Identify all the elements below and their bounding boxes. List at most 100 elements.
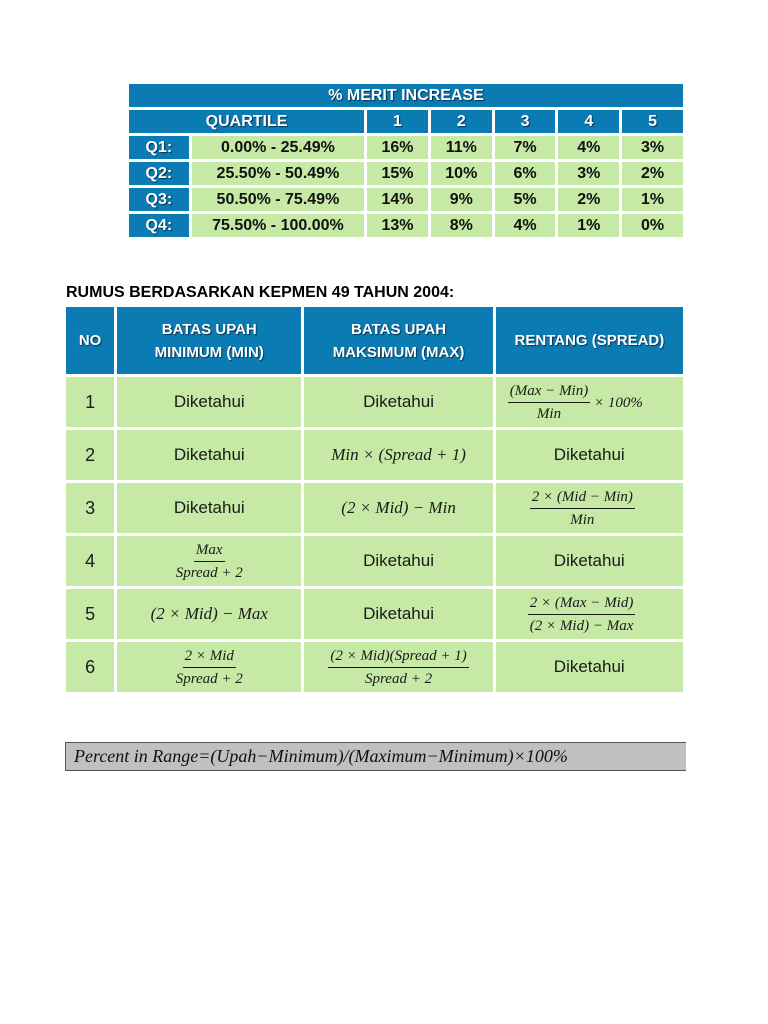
header-max: BATAS UPAH MAKSIMUM (MAX) [304, 307, 493, 374]
table-row: 4 Max Spread + 2 Diketahui Diketahui [66, 536, 683, 586]
row-number: 6 [66, 642, 115, 692]
row-number: 2 [66, 430, 115, 480]
table-row: Q1: 0.00% - 25.49% 16% 11% 7% 4% 3% [129, 136, 683, 159]
max-cell: Diketahui [304, 589, 493, 639]
table-row: Q2: 25.50% - 50.49% 15% 10% 6% 3% 2% [129, 162, 683, 185]
fraction-denominator: Min [570, 511, 595, 528]
fraction-denominator: Spread + 2 [365, 670, 433, 687]
header-no: NO [66, 307, 115, 374]
merit-value: 3% [558, 162, 620, 185]
quartile-label: Q2: [129, 162, 189, 185]
min-cell: Diketahui [117, 430, 302, 480]
fraction-numerator: (2 × Mid)(Spread + 1) [328, 646, 469, 668]
merit-value: 15% [367, 162, 428, 185]
spread-cell: Diketahui [495, 642, 683, 692]
merit-value: 14% [367, 188, 428, 211]
spread-cell: Diketahui [495, 536, 683, 586]
min-cell: Diketahui [117, 377, 302, 427]
quartile-range: 50.50% - 75.49% [191, 188, 365, 211]
fraction-denominator: Spread + 2 [175, 564, 243, 581]
merit-value: 11% [430, 136, 492, 159]
fraction-denominator: (2 × Mid) − Max [529, 617, 634, 634]
header-min: BATAS UPAH MINIMUM (MIN) [117, 307, 302, 374]
merit-value: 13% [367, 214, 428, 237]
header-max-line1: BATAS UPAH [351, 320, 447, 338]
spread-cell: 2 × (Max − Mid) (2 × Mid) − Max [495, 589, 683, 639]
fraction-numerator: 2 × (Mid − Min) [529, 487, 635, 509]
quartile-label: Q4: [129, 214, 189, 237]
min-cell: (2 × Mid) − Max [117, 589, 302, 639]
row-number: 5 [66, 589, 115, 639]
spread-cell: Diketahui [495, 430, 683, 480]
formula-section-heading: RUMUS BERDASARKAN KEPMEN 49 TAHUN 2004: [66, 284, 455, 301]
percent-in-range-formula-box: Percent in Range=(Upah−Minimum)/(Maximum… [65, 742, 686, 771]
rating-header-4: 4 [558, 110, 620, 133]
max-cell: Min × (Spread + 1) [304, 430, 493, 480]
max-cell: Diketahui [304, 377, 493, 427]
spread-fraction: 2 × (Mid − Min) Min [529, 487, 635, 530]
fraction-denominator: Min [536, 405, 562, 422]
quartile-range: 0.00% - 25.49% [191, 136, 365, 159]
merit-increase-table: % MERIT INCREASE QUARTILE 1 2 3 4 5 Q1: … [129, 84, 686, 244]
fraction-numerator: Max [193, 540, 225, 562]
max-cell: Diketahui [304, 536, 493, 586]
rating-header-1: 1 [367, 110, 428, 133]
merit-value: 16% [367, 136, 428, 159]
header-spread: RENTANG (SPREAD) [495, 307, 683, 374]
fraction-denominator: Spread + 2 [175, 670, 243, 687]
merit-title: % MERIT INCREASE [129, 84, 683, 107]
fraction-numerator: 2 × Mid [182, 646, 236, 668]
merit-value: 3% [622, 136, 683, 159]
merit-value: 5% [494, 188, 556, 211]
fraction-numerator: 2 × (Max − Mid) [527, 593, 636, 615]
spread-fraction: (Max − Min) Min [507, 381, 591, 424]
table-row: 3 Diketahui (2 × Mid) − Min 2 × (Mid − M… [66, 483, 683, 533]
max-fraction: (2 × Mid)(Spread + 1) Spread + 2 [328, 646, 469, 689]
quartile-range: 75.50% - 100.00% [191, 214, 365, 237]
table-row: 5 (2 × Mid) − Max Diketahui 2 × (Max − M… [66, 589, 683, 639]
merit-value: 2% [622, 162, 683, 185]
spread-suffix: × 100% [590, 394, 643, 411]
row-number: 1 [66, 377, 115, 427]
merit-value: 6% [494, 162, 556, 185]
header-max-line2: MAKSIMUM (MAX) [332, 343, 465, 361]
min-cell: Diketahui [117, 483, 302, 533]
rating-header-5: 5 [622, 110, 683, 133]
min-fraction: Max Spread + 2 [174, 540, 245, 583]
merit-value: 8% [430, 214, 492, 237]
table-row: Q3: 50.50% - 75.49% 14% 9% 5% 2% 1% [129, 188, 683, 211]
merit-value: 9% [430, 188, 492, 211]
merit-value: 4% [494, 214, 556, 237]
table-row: Q4: 75.50% - 100.00% 13% 8% 4% 1% 0% [129, 214, 683, 237]
min-cell: Max Spread + 2 [117, 536, 302, 586]
rating-header-2: 2 [430, 110, 492, 133]
merit-value: 4% [558, 136, 620, 159]
quartile-label: Q1: [129, 136, 189, 159]
table-row: 1 Diketahui Diketahui (Max − Min) Min × … [66, 377, 683, 427]
quartile-header: QUARTILE [129, 110, 365, 133]
row-number: 3 [66, 483, 115, 533]
min-fraction: 2 × Mid Spread + 2 [174, 646, 245, 689]
min-cell: 2 × Mid Spread + 2 [117, 642, 302, 692]
merit-value: 1% [558, 214, 620, 237]
spread-fraction: 2 × (Max − Mid) (2 × Mid) − Max [527, 593, 636, 636]
table-row: 6 2 × Mid Spread + 2 (2 × Mid)(Spread + … [66, 642, 683, 692]
quartile-label: Q3: [129, 188, 189, 211]
header-min-line2: MINIMUM (MIN) [154, 343, 264, 361]
fraction-numerator: (Max − Min) [507, 381, 591, 403]
wage-formula-table: NO BATAS UPAH MINIMUM (MIN) BATAS UPAH M… [66, 307, 686, 697]
max-cell: (2 × Mid)(Spread + 1) Spread + 2 [304, 642, 493, 692]
merit-value: 1% [622, 188, 683, 211]
quartile-range: 25.50% - 50.49% [191, 162, 365, 185]
merit-value: 7% [494, 136, 556, 159]
row-number: 4 [66, 536, 115, 586]
rating-header-3: 3 [494, 110, 556, 133]
merit-value: 10% [430, 162, 492, 185]
spread-cell: (Max − Min) Min × 100% [495, 377, 683, 427]
merit-value: 2% [558, 188, 620, 211]
header-min-line1: BATAS UPAH [161, 320, 257, 338]
max-cell: (2 × Mid) − Min [304, 483, 493, 533]
merit-value: 0% [622, 214, 683, 237]
spread-cell: 2 × (Mid − Min) Min [495, 483, 683, 533]
table-row: 2 Diketahui Min × (Spread + 1) Diketahui [66, 430, 683, 480]
